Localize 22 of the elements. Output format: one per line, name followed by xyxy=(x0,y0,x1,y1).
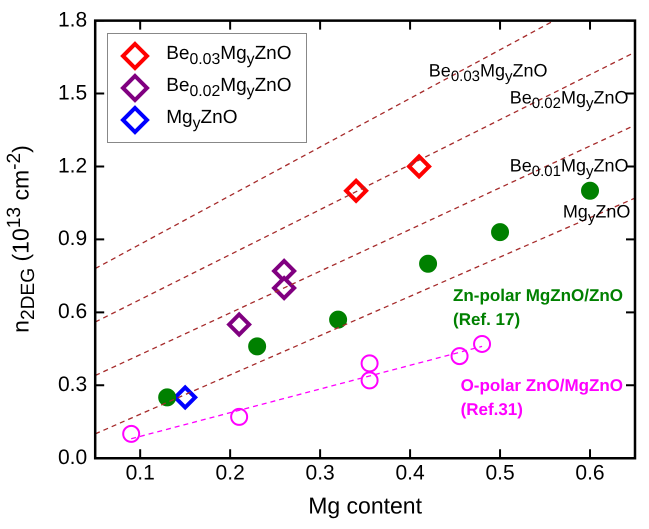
legend-label: Be$_{0.02}$Mg$_{y}$ZnO xyxy=(166,74,292,100)
y-tick-label: 1.8 xyxy=(58,8,88,32)
x-tick-label: 0.1 xyxy=(126,462,155,485)
annotation: Be$_{0.02}$Mg$_{y}$ZnO xyxy=(508,87,630,112)
annotation: Be$_{0.01}$Mg$_{y}$ZnO xyxy=(508,156,630,180)
y-tick-label: 0.3 xyxy=(58,373,88,396)
x-tick-label: 0.3 xyxy=(306,462,335,485)
x-tick-label: 0.4 xyxy=(395,462,425,485)
series-label: Zn-polar MgZnO/ZnO (Ref. 17) xyxy=(453,284,623,331)
y-tick-label: 0.9 xyxy=(58,227,88,250)
x-axis-title: Mg content xyxy=(308,492,423,519)
annotation: Be$_{0.03}$Mg$_{y}$ZnO xyxy=(428,60,549,86)
x-tick-label: 0.2 xyxy=(216,462,245,485)
legend-label: Be$_{0.03}$Mg$_{y}$ZnO xyxy=(166,42,292,68)
x-tick-label: 0.6 xyxy=(575,462,605,485)
x-tick-label: 0.5 xyxy=(485,462,515,485)
series-label: O-polar ZnO/MgZnO (Ref.31) xyxy=(460,375,623,422)
y-tick-label: 0.6 xyxy=(58,300,88,324)
y-tick-label: 1.5 xyxy=(58,81,88,104)
y-tick-label: 0.0 xyxy=(58,446,88,469)
y-tick-label: 1.2 xyxy=(58,154,88,178)
legend-label: Mg$_{y}$ZnO xyxy=(166,106,238,132)
